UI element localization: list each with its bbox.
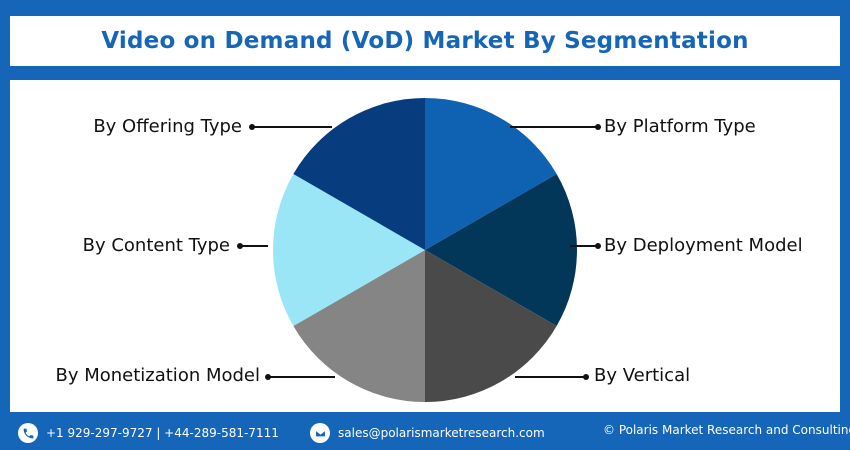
pie-slice-offering-type xyxy=(293,98,425,250)
leader-dot-deployment-model xyxy=(595,243,601,249)
pie-slice-vertical xyxy=(425,250,557,402)
email-icon xyxy=(310,423,330,443)
footer-phone: +1 929-297-9727 | +44-289-581-7111 xyxy=(18,423,279,443)
title-bar: Video on Demand (VoD) Market By Segmenta… xyxy=(10,16,840,66)
segmentation-panel: By Platform Type By Deployment Model By … xyxy=(10,80,840,412)
segment-label-platform-type: By Platform Type xyxy=(604,116,756,137)
leader-dot-offering-type xyxy=(249,124,255,130)
leader-dot-content-type xyxy=(237,243,243,249)
page-title: Video on Demand (VoD) Market By Segmenta… xyxy=(101,28,749,54)
segment-label-content-type: By Content Type xyxy=(82,235,230,256)
leader-dot-platform-type xyxy=(595,124,601,130)
footer-copyright: © Polaris Market Research and Consulting… xyxy=(603,423,850,437)
pie-slice-deployment-model xyxy=(425,174,577,326)
segment-label-vertical: By Vertical xyxy=(594,365,691,386)
segment-label-monetization-model: By Monetization Model xyxy=(55,365,260,386)
footer-email-text[interactable]: sales@polarismarketresearch.com xyxy=(338,426,545,440)
pie-slice-content-type xyxy=(273,174,425,326)
pie-slice-platform-type xyxy=(425,98,557,250)
phone-icon xyxy=(18,423,38,443)
leader-dot-monetization-model xyxy=(265,374,271,380)
footer: +1 929-297-9727 | +44-289-581-7111 sales… xyxy=(0,415,850,450)
footer-phone-text: +1 929-297-9727 | +44-289-581-7111 xyxy=(46,426,279,440)
segment-label-offering-type: By Offering Type xyxy=(93,116,242,137)
footer-copyright-text: © Polaris Market Research and Consulting… xyxy=(603,423,850,437)
footer-email: sales@polarismarketresearch.com xyxy=(310,423,545,443)
segment-label-deployment-model: By Deployment Model xyxy=(604,235,803,256)
segmentation-pie xyxy=(237,98,601,402)
pie-slice-monetization-model xyxy=(293,250,425,402)
leader-dot-vertical xyxy=(583,374,589,380)
